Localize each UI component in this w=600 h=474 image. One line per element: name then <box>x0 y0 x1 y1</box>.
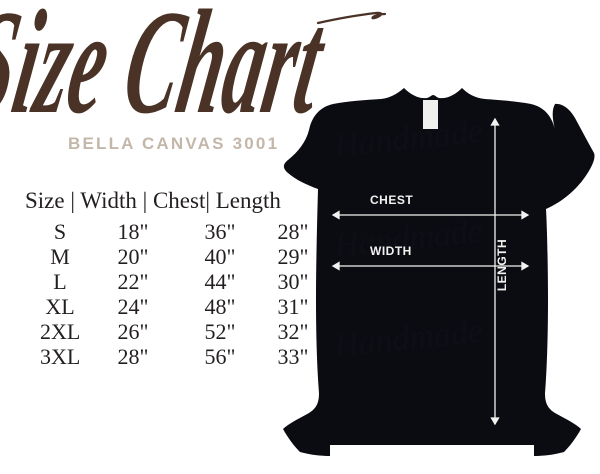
svg-text:CHEST: CHEST <box>370 193 413 207</box>
svg-text:LENGTH: LENGTH <box>495 239 509 291</box>
svg-text:WIDTH: WIDTH <box>370 244 412 258</box>
